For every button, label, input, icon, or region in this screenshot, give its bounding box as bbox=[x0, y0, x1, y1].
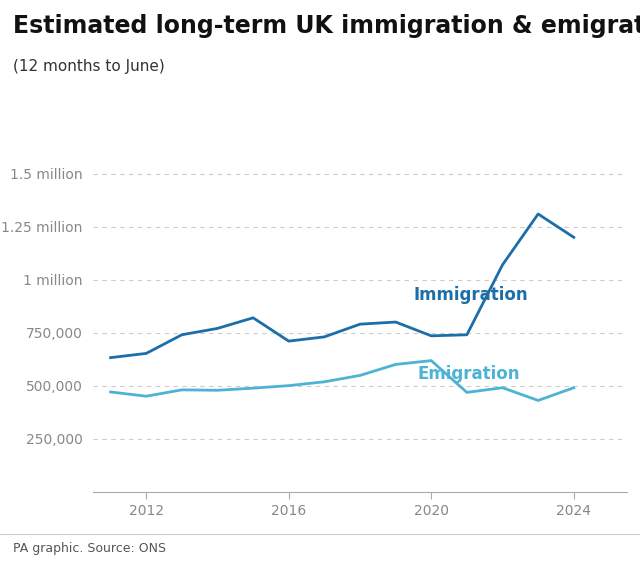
Text: (12 months to June): (12 months to June) bbox=[13, 59, 164, 75]
Text: PA graphic. Source: ONS: PA graphic. Source: ONS bbox=[13, 542, 166, 555]
Text: Estimated long-term UK immigration & emigration: Estimated long-term UK immigration & emi… bbox=[13, 14, 640, 38]
Text: Immigration: Immigration bbox=[413, 285, 528, 303]
Text: Emigration: Emigration bbox=[417, 365, 520, 383]
